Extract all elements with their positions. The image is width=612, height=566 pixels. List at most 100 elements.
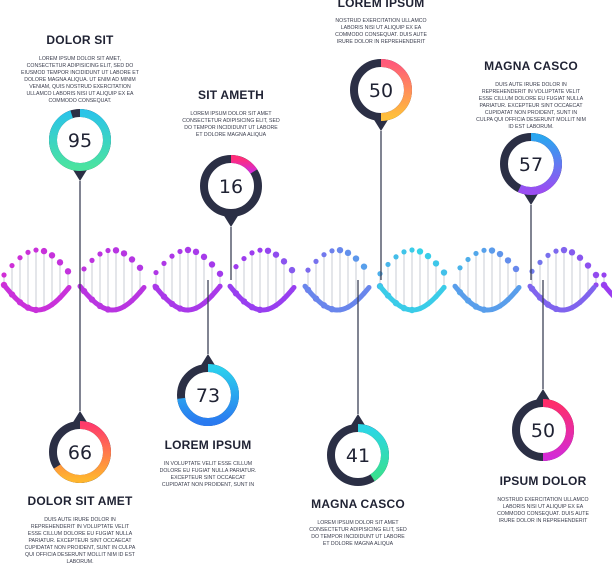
marker-sit-ameth: 16 bbox=[200, 155, 262, 227]
dna-dot bbox=[105, 247, 111, 254]
ring-progress bbox=[517, 133, 562, 195]
dna-dot bbox=[9, 262, 15, 269]
dna-dot bbox=[360, 263, 368, 270]
marker-title: LOREM IPSUM bbox=[337, 0, 425, 10]
dna-dot bbox=[288, 266, 296, 274]
marker-value: 66 bbox=[68, 442, 92, 464]
dna-strand bbox=[2, 283, 72, 313]
dna-dot bbox=[249, 250, 255, 256]
dna-strand bbox=[152, 283, 222, 313]
marker-text: DUIS AUTE IRURE DOLOR IN REPREHENDERIT I… bbox=[24, 517, 136, 565]
marker-ipsum-dolor: 50 bbox=[512, 389, 574, 461]
dna-dot bbox=[545, 252, 551, 258]
ring-progress bbox=[177, 364, 239, 426]
marker-title: MAGNA CASCO bbox=[311, 497, 405, 511]
marker-value: 50 bbox=[369, 80, 393, 102]
dna-dot bbox=[537, 259, 543, 265]
marker-text: LOREM IPSUM DOLOR SIT AMET CONSECTETUR A… bbox=[309, 520, 407, 547]
dna-dot bbox=[432, 260, 440, 267]
marker-title: SIT AMETH bbox=[197, 88, 265, 102]
dna-dot bbox=[560, 246, 568, 254]
dna-dot bbox=[264, 247, 272, 254]
dna-dot bbox=[601, 272, 607, 278]
marker-dolor-sit-amet: 66 bbox=[49, 411, 111, 483]
dna-dot bbox=[529, 268, 535, 274]
ring-progress bbox=[380, 59, 412, 121]
dna-dot bbox=[112, 247, 120, 254]
marker-lorem-ipsum-top: 50 bbox=[350, 59, 412, 131]
dna-dot bbox=[592, 271, 600, 279]
dna-dot bbox=[257, 247, 263, 253]
dna-dot bbox=[440, 269, 448, 276]
dna-dot bbox=[200, 253, 208, 261]
dna-helix bbox=[0, 246, 612, 314]
dna-dot bbox=[25, 249, 31, 255]
marker-lorem-ipsum-bottom: 73 bbox=[177, 354, 239, 426]
dna-dot bbox=[409, 247, 415, 253]
dna-strand bbox=[602, 283, 612, 299]
dna-dot bbox=[136, 264, 144, 271]
marker-text: NOSTRUD EXERCITATION ULLAMCO LABORIS NIS… bbox=[497, 497, 589, 524]
marker-title: IPSUM DOLOR bbox=[499, 474, 587, 488]
marker-value: 50 bbox=[531, 420, 555, 442]
dna-dot bbox=[512, 265, 520, 273]
dna-dot bbox=[473, 250, 479, 257]
dna-dot bbox=[184, 246, 192, 254]
dna-dot bbox=[192, 248, 200, 256]
dna-dot bbox=[584, 262, 592, 269]
dna-dot bbox=[321, 252, 327, 258]
dna-strand bbox=[377, 283, 447, 313]
dna-strand bbox=[77, 283, 147, 313]
dna-dot bbox=[416, 248, 424, 255]
dna-dot bbox=[56, 259, 64, 266]
dna-dot bbox=[161, 260, 167, 266]
dna-dot bbox=[568, 249, 576, 256]
ring-progress bbox=[357, 424, 389, 482]
dna-dot bbox=[272, 251, 280, 258]
dna-dot bbox=[33, 247, 39, 253]
dna-strand bbox=[302, 283, 372, 313]
marker-text: DUIS AUTE IRURE DOLOR IN REPREHENDERIT I… bbox=[476, 82, 586, 130]
dna-dot bbox=[481, 247, 487, 253]
dna-dot bbox=[280, 258, 288, 265]
dna-dot bbox=[128, 256, 136, 263]
ring-progress bbox=[230, 155, 258, 174]
ring-progress bbox=[542, 399, 574, 461]
marker-magna-casco-bottom: 41 bbox=[327, 414, 389, 486]
dna-dot bbox=[313, 258, 319, 264]
dna-dot bbox=[465, 256, 471, 263]
dna-dot bbox=[97, 251, 103, 257]
dna-dot bbox=[208, 261, 216, 268]
dna-dot bbox=[169, 253, 175, 259]
marker-value: 57 bbox=[519, 154, 543, 176]
ring-progress bbox=[49, 109, 111, 171]
marker-magna-casco-top: 57 bbox=[500, 133, 562, 205]
dna-dot bbox=[89, 257, 95, 263]
marker-title: LOREM IPSUM bbox=[164, 438, 252, 452]
marker-value: 41 bbox=[346, 445, 370, 467]
dna-dot bbox=[1, 272, 7, 278]
marker-text: IN VOLUPTATE VELIT ESSE CILLUM DOLORE EU… bbox=[159, 461, 257, 488]
marker-text: NOSTRUD EXERCITATION ULLAMCO LABORIS NIS… bbox=[335, 18, 427, 45]
dna-dot bbox=[305, 267, 311, 273]
dna-dot bbox=[336, 246, 344, 254]
dna-dot bbox=[424, 252, 432, 260]
marker-title: MAGNA CASCO bbox=[484, 59, 578, 73]
dna-dot bbox=[344, 249, 352, 257]
marker-title: DOLOR SIT bbox=[46, 33, 114, 47]
dna-dot bbox=[377, 271, 383, 277]
dna-dot bbox=[553, 248, 559, 254]
connector-lines bbox=[79, 131, 544, 414]
dna-dot bbox=[81, 266, 87, 272]
marker-title: DOLOR SIT AMET bbox=[27, 494, 133, 508]
dna-dot bbox=[457, 265, 463, 271]
dna-dot bbox=[48, 252, 56, 259]
dna-strand bbox=[227, 283, 297, 313]
dna-dot bbox=[504, 257, 512, 264]
dna-dot bbox=[216, 270, 224, 277]
dna-dot bbox=[393, 254, 399, 260]
dna-dot bbox=[496, 250, 504, 258]
dna-dot bbox=[241, 255, 247, 262]
ring-progress bbox=[53, 421, 111, 483]
dna-dot bbox=[153, 269, 159, 276]
